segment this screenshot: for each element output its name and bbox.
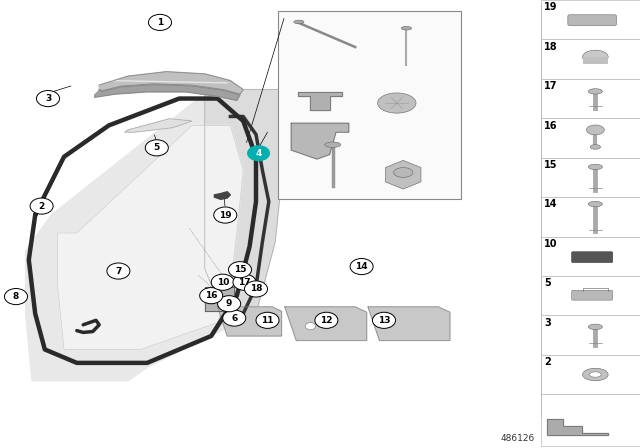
Text: 2: 2 <box>544 357 551 367</box>
Polygon shape <box>285 307 367 340</box>
Bar <box>541 394 640 446</box>
Ellipse shape <box>394 168 413 177</box>
FancyBboxPatch shape <box>568 15 616 26</box>
Ellipse shape <box>401 26 412 30</box>
Bar <box>582 57 608 64</box>
FancyBboxPatch shape <box>572 290 612 300</box>
Circle shape <box>107 263 130 279</box>
Circle shape <box>244 281 268 297</box>
Polygon shape <box>125 119 192 132</box>
Text: 8: 8 <box>13 292 19 301</box>
Circle shape <box>211 274 234 290</box>
Circle shape <box>233 274 256 290</box>
Text: 10: 10 <box>544 239 557 249</box>
Bar <box>541 4 640 417</box>
Circle shape <box>30 198 53 214</box>
Text: 15: 15 <box>544 160 557 170</box>
Ellipse shape <box>588 324 602 330</box>
Text: 10: 10 <box>216 278 229 287</box>
FancyBboxPatch shape <box>572 252 612 263</box>
Polygon shape <box>26 90 275 381</box>
Text: 14: 14 <box>355 262 368 271</box>
Ellipse shape <box>378 93 416 113</box>
Bar <box>541 158 640 197</box>
Ellipse shape <box>325 142 341 147</box>
Polygon shape <box>547 419 608 435</box>
Text: 19: 19 <box>219 211 232 220</box>
Text: 3: 3 <box>544 318 551 327</box>
Ellipse shape <box>589 372 601 377</box>
Text: 486126: 486126 <box>500 434 534 443</box>
Polygon shape <box>205 90 288 332</box>
Circle shape <box>145 140 168 156</box>
Polygon shape <box>218 307 282 336</box>
Circle shape <box>372 312 396 328</box>
Circle shape <box>305 323 316 330</box>
Text: 6: 6 <box>231 314 237 323</box>
Text: 13: 13 <box>378 316 390 325</box>
Text: 11: 11 <box>261 316 274 325</box>
Bar <box>541 118 640 158</box>
Ellipse shape <box>590 145 600 149</box>
Text: 15: 15 <box>234 265 246 274</box>
Bar <box>541 355 640 394</box>
Bar <box>541 39 640 79</box>
Circle shape <box>247 145 270 161</box>
Text: 4: 4 <box>255 149 262 158</box>
Text: 19: 19 <box>544 2 557 12</box>
Text: 5: 5 <box>154 143 160 152</box>
Circle shape <box>228 262 252 278</box>
Ellipse shape <box>582 368 608 381</box>
Text: 9: 9 <box>226 299 232 308</box>
Polygon shape <box>368 307 450 340</box>
Ellipse shape <box>588 164 602 169</box>
Ellipse shape <box>586 125 604 135</box>
Text: 17: 17 <box>544 81 557 91</box>
Text: 5: 5 <box>544 278 551 288</box>
Text: 16: 16 <box>544 121 557 130</box>
Bar <box>541 197 640 237</box>
Circle shape <box>218 296 241 312</box>
Text: 12: 12 <box>320 316 333 325</box>
Polygon shape <box>95 85 240 100</box>
Circle shape <box>200 288 223 304</box>
Polygon shape <box>205 287 234 311</box>
Text: 1: 1 <box>157 18 163 27</box>
Ellipse shape <box>588 202 602 207</box>
Text: 2: 2 <box>38 202 45 211</box>
Circle shape <box>223 310 246 326</box>
Circle shape <box>256 312 279 328</box>
Circle shape <box>4 289 28 305</box>
Circle shape <box>36 90 60 107</box>
Polygon shape <box>99 72 243 94</box>
Circle shape <box>214 207 237 223</box>
Ellipse shape <box>294 20 304 24</box>
Text: 16: 16 <box>205 291 218 300</box>
Bar <box>541 0 640 39</box>
Polygon shape <box>298 92 342 110</box>
Bar <box>541 276 640 315</box>
Text: 18: 18 <box>250 284 262 293</box>
Text: 18: 18 <box>544 42 557 52</box>
Bar <box>278 11 461 199</box>
Text: 3: 3 <box>45 94 51 103</box>
Polygon shape <box>214 192 230 199</box>
Polygon shape <box>291 123 349 159</box>
Text: 14: 14 <box>544 199 557 209</box>
Ellipse shape <box>582 50 608 64</box>
Bar <box>541 315 640 355</box>
Text: 7: 7 <box>115 267 122 276</box>
Circle shape <box>350 258 373 275</box>
Ellipse shape <box>588 89 602 94</box>
Text: 17: 17 <box>238 278 251 287</box>
Polygon shape <box>58 125 243 349</box>
Circle shape <box>148 14 172 30</box>
Circle shape <box>315 312 338 328</box>
Bar <box>541 79 640 118</box>
Bar <box>541 237 640 276</box>
